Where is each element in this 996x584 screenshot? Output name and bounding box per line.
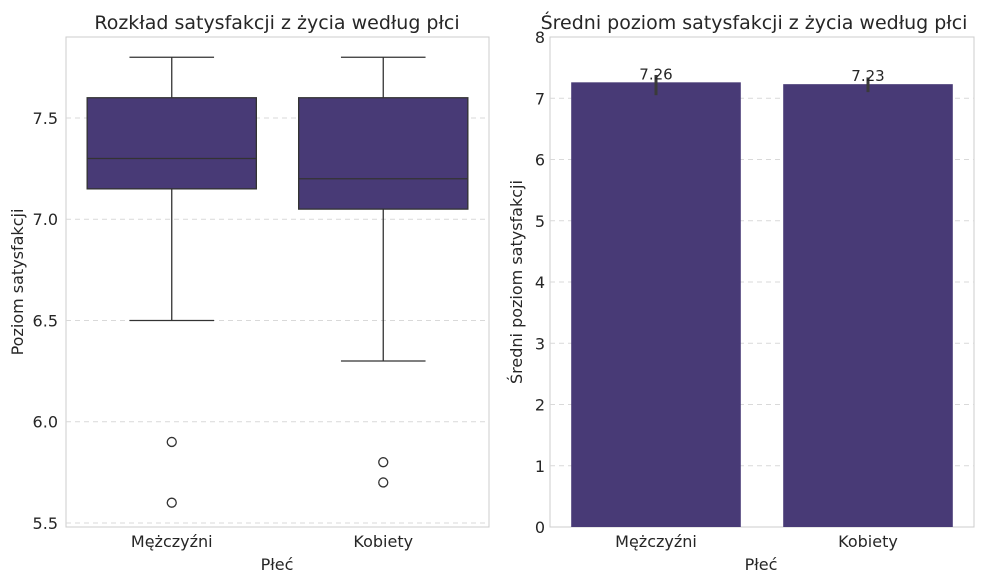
barchart-value-label: 7.23 xyxy=(851,67,884,85)
barchart-xtick-label: Kobiety xyxy=(838,532,898,551)
barchart-panel: Średni poziom satysfakcji z życia według… xyxy=(507,10,975,574)
barchart-ytick-label: 8 xyxy=(535,28,545,47)
boxplot-outlier xyxy=(166,497,177,508)
boxplot-box xyxy=(86,97,257,190)
barchart-ytick-label: 5 xyxy=(535,212,545,231)
barchart-bar xyxy=(571,82,741,527)
boxplot-xtick-label: Mężczyźni xyxy=(131,532,213,551)
boxplot-panel: Rozkład satysfakcji z życia według płci … xyxy=(8,12,490,574)
boxplot-outlier xyxy=(378,477,389,488)
barchart-ytick-label: 6 xyxy=(535,151,545,170)
boxplot-xtick-label: Kobiety xyxy=(353,532,413,551)
barchart-ytick-label: 2 xyxy=(535,396,545,415)
boxplot-box xyxy=(297,97,469,210)
barchart-bar xyxy=(783,84,953,527)
barchart-ylabel: Średni poziom satysfakcji xyxy=(507,180,526,384)
boxplot-outlier xyxy=(378,457,389,468)
boxplot-ytick-label: 5.5 xyxy=(33,514,58,533)
boxplot-ytick-label: 7.5 xyxy=(33,109,58,128)
barchart-ytick-label: 3 xyxy=(535,334,545,353)
boxplot-xlabel: Płeć xyxy=(261,555,294,574)
boxplot-ytick-label: 7.0 xyxy=(33,210,58,229)
barchart-xtick-label: Mężczyźni xyxy=(615,532,697,551)
boxplot-title: Rozkład satysfakcji z życia według płci xyxy=(94,12,459,34)
boxplot-ytick-label: 6.0 xyxy=(33,413,58,432)
barchart-ytick-label: 1 xyxy=(535,457,545,476)
barchart-ytick-label: 7 xyxy=(535,89,545,108)
boxplot-outlier xyxy=(166,436,177,448)
barchart-ytick-label: 0 xyxy=(535,518,545,537)
barchart-value-label: 7.26 xyxy=(639,65,672,83)
barchart-xlabel: Płeć xyxy=(745,555,778,574)
barchart-title: Średni poziom satysfakcji z życia według… xyxy=(541,10,968,34)
boxplot-ylabel: Poziom satysfakcji xyxy=(8,209,27,356)
boxplot-ytick-label: 6.5 xyxy=(33,311,58,330)
boxplot-frame xyxy=(65,36,490,528)
barchart-ytick-label: 4 xyxy=(535,273,545,292)
